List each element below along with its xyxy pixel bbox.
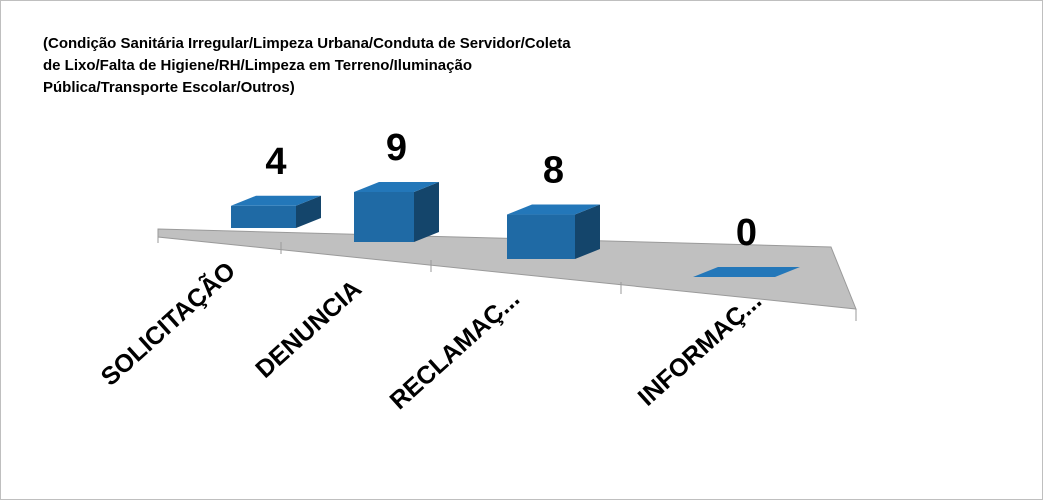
value-label: 0 [736,212,757,254]
bar-top [354,182,439,192]
bar-front [231,205,296,228]
bar [231,195,321,228]
x-tick-label: DENUNCIA [250,275,367,384]
value-label: 4 [265,141,286,183]
x-tick-label: RECLAMAÇ... [384,285,525,415]
bar-top [507,204,600,215]
value-label: 8 [543,150,564,192]
bar-front [507,214,575,259]
ticks [157,229,857,321]
bar-top [693,267,800,277]
bar [507,204,600,259]
bar-front [354,192,414,242]
bar [693,267,800,277]
bar-top [231,195,321,206]
bar-side [296,195,321,228]
bar [354,182,439,242]
bar-side [414,182,439,242]
x-tick-label: SOLICITAÇÃO [94,255,241,391]
bar-side [575,204,600,259]
x-tick-label: INFORMAÇ... [633,287,767,412]
chart-title: (Condição Sanitária Irregular/Limpeza Ur… [43,35,571,96]
value-label: 9 [386,127,407,169]
